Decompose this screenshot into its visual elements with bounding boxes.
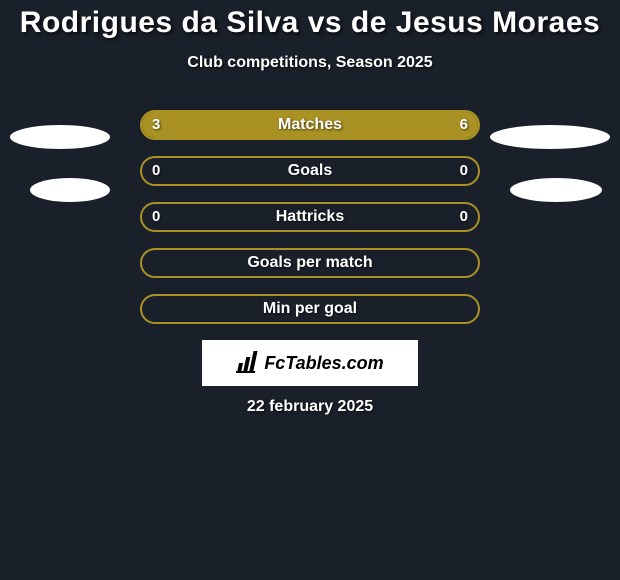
stat-bar-track: Goals per match xyxy=(140,248,480,278)
player-right-ellipse xyxy=(510,178,602,202)
stat-row: Min per goal xyxy=(0,294,620,324)
stat-value-right: 0 xyxy=(460,204,468,230)
comparison-card: Rodrigues da Silva vs de Jesus Moraes Cl… xyxy=(0,0,620,416)
logo-text: FcTables.com xyxy=(264,353,383,374)
player-right-ellipse xyxy=(490,125,610,149)
stat-bar-fill-right xyxy=(253,112,478,138)
page-title: Rodrigues da Silva vs de Jesus Moraes xyxy=(0,6,620,40)
stat-value-right: 0 xyxy=(460,158,468,184)
stat-value-left: 3 xyxy=(152,112,160,138)
stat-bar-track: Matches36 xyxy=(140,110,480,140)
subtitle: Club competitions, Season 2025 xyxy=(0,54,620,72)
stat-row: Hattricks0 0 xyxy=(0,202,620,232)
stat-row: Goals per match xyxy=(0,248,620,278)
logo-box: FcTables.com xyxy=(202,340,418,386)
stat-label: Goals xyxy=(142,158,478,184)
stat-bar-track: Hattricks0 0 xyxy=(140,202,480,232)
stat-value-left: 0 xyxy=(152,204,160,230)
stat-value-left: 0 xyxy=(152,158,160,184)
bar-chart-icon xyxy=(236,349,262,378)
player-left-ellipse xyxy=(30,178,110,202)
stat-label: Min per goal xyxy=(142,296,478,322)
stat-value-right: 6 xyxy=(460,112,468,138)
stat-bar-track: Min per goal xyxy=(140,294,480,324)
stat-label: Hattricks xyxy=(142,204,478,230)
stat-label: Goals per match xyxy=(142,250,478,276)
date-label: 22 february 2025 xyxy=(0,398,620,416)
stat-bar-track: Goals0 0 xyxy=(140,156,480,186)
player-left-ellipse xyxy=(10,125,110,149)
